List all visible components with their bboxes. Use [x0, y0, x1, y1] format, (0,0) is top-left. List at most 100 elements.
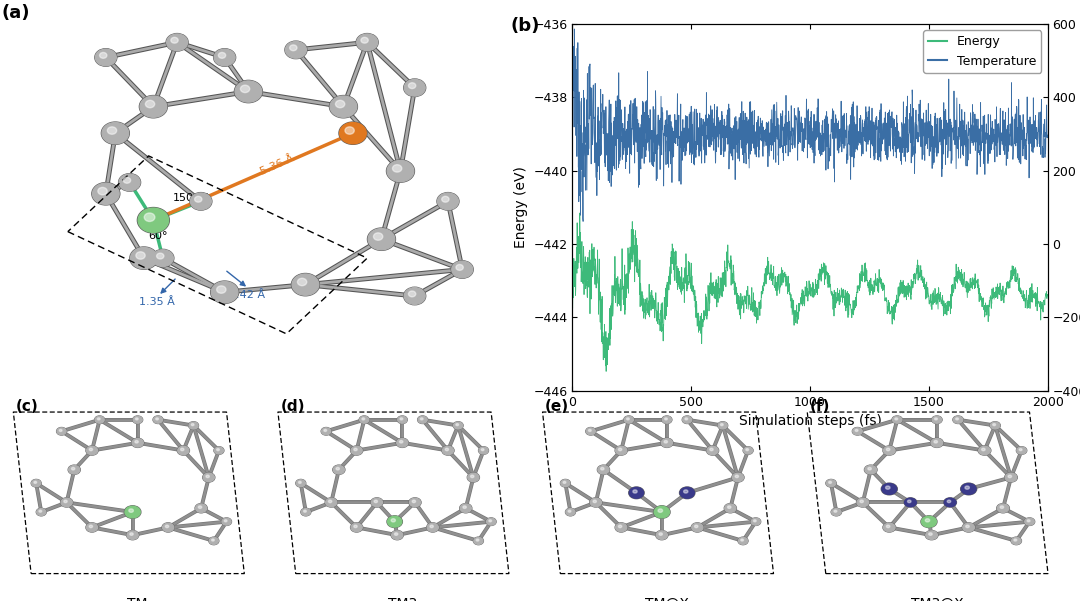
Circle shape [1020, 448, 1022, 451]
Circle shape [31, 480, 41, 487]
Circle shape [883, 523, 895, 532]
Circle shape [653, 506, 670, 518]
Circle shape [152, 250, 173, 266]
Circle shape [725, 504, 735, 513]
Circle shape [396, 438, 408, 447]
Circle shape [64, 500, 67, 502]
Circle shape [1012, 537, 1021, 545]
Circle shape [296, 480, 306, 487]
Circle shape [119, 174, 140, 191]
Circle shape [397, 416, 407, 424]
Circle shape [944, 498, 957, 507]
Circle shape [301, 508, 311, 516]
Circle shape [360, 416, 369, 424]
Circle shape [171, 37, 178, 43]
Circle shape [990, 422, 1000, 429]
Circle shape [130, 533, 133, 535]
Circle shape [95, 49, 117, 66]
Circle shape [1000, 506, 1003, 508]
Circle shape [460, 504, 471, 513]
Circle shape [926, 531, 937, 540]
Circle shape [362, 418, 365, 420]
Circle shape [146, 100, 154, 108]
Y-axis label: Energy (eV): Energy (eV) [514, 166, 528, 248]
Circle shape [153, 416, 163, 423]
Circle shape [966, 525, 969, 528]
Circle shape [408, 83, 416, 88]
Circle shape [392, 165, 402, 172]
Circle shape [752, 518, 760, 525]
Circle shape [451, 261, 473, 278]
Text: 1.35 Å: 1.35 Å [139, 297, 175, 308]
Circle shape [190, 192, 212, 210]
Circle shape [351, 523, 363, 532]
Circle shape [710, 448, 713, 451]
Circle shape [404, 79, 426, 97]
Circle shape [165, 525, 168, 528]
Circle shape [136, 252, 145, 259]
Circle shape [684, 490, 688, 493]
Circle shape [354, 448, 357, 451]
Circle shape [956, 418, 959, 420]
Circle shape [561, 480, 570, 487]
Circle shape [222, 518, 231, 525]
Circle shape [298, 481, 301, 483]
Circle shape [738, 537, 748, 545]
Circle shape [960, 483, 976, 495]
Circle shape [374, 500, 378, 502]
Circle shape [931, 439, 943, 447]
Circle shape [345, 127, 354, 134]
Circle shape [301, 508, 310, 516]
Circle shape [139, 96, 167, 118]
Circle shape [427, 523, 438, 532]
Circle shape [59, 429, 62, 432]
Circle shape [828, 481, 832, 483]
Circle shape [934, 418, 937, 420]
Circle shape [437, 192, 459, 210]
Circle shape [853, 428, 862, 435]
Circle shape [235, 81, 261, 102]
Circle shape [679, 487, 694, 499]
Circle shape [214, 447, 224, 454]
Circle shape [728, 506, 731, 508]
Text: TM@X: TM@X [645, 597, 689, 601]
Circle shape [725, 504, 737, 513]
Circle shape [336, 100, 345, 108]
Circle shape [33, 481, 37, 483]
Circle shape [626, 418, 630, 420]
Circle shape [95, 416, 105, 424]
Circle shape [214, 49, 235, 66]
Circle shape [374, 233, 382, 240]
Circle shape [69, 466, 80, 474]
Circle shape [482, 448, 484, 451]
Circle shape [691, 523, 703, 532]
Circle shape [98, 188, 107, 195]
Text: 60°: 60° [149, 231, 168, 241]
Text: (f): (f) [810, 398, 831, 413]
Circle shape [285, 41, 307, 59]
Circle shape [883, 446, 895, 455]
Circle shape [718, 422, 727, 429]
Circle shape [208, 537, 219, 545]
Circle shape [409, 498, 420, 507]
Circle shape [354, 525, 357, 528]
Circle shape [961, 484, 976, 495]
Circle shape [356, 34, 378, 50]
Circle shape [1016, 447, 1027, 454]
Circle shape [826, 480, 836, 487]
Circle shape [292, 273, 320, 296]
Circle shape [397, 416, 407, 423]
Circle shape [86, 447, 97, 455]
Circle shape [324, 429, 326, 432]
Circle shape [585, 427, 596, 435]
Circle shape [400, 441, 403, 443]
Circle shape [616, 523, 626, 532]
Circle shape [218, 52, 226, 58]
Circle shape [157, 253, 164, 259]
Circle shape [561, 480, 570, 487]
Circle shape [90, 448, 93, 451]
Circle shape [460, 504, 472, 513]
Circle shape [99, 52, 107, 58]
Circle shape [71, 468, 75, 470]
Circle shape [593, 500, 596, 502]
